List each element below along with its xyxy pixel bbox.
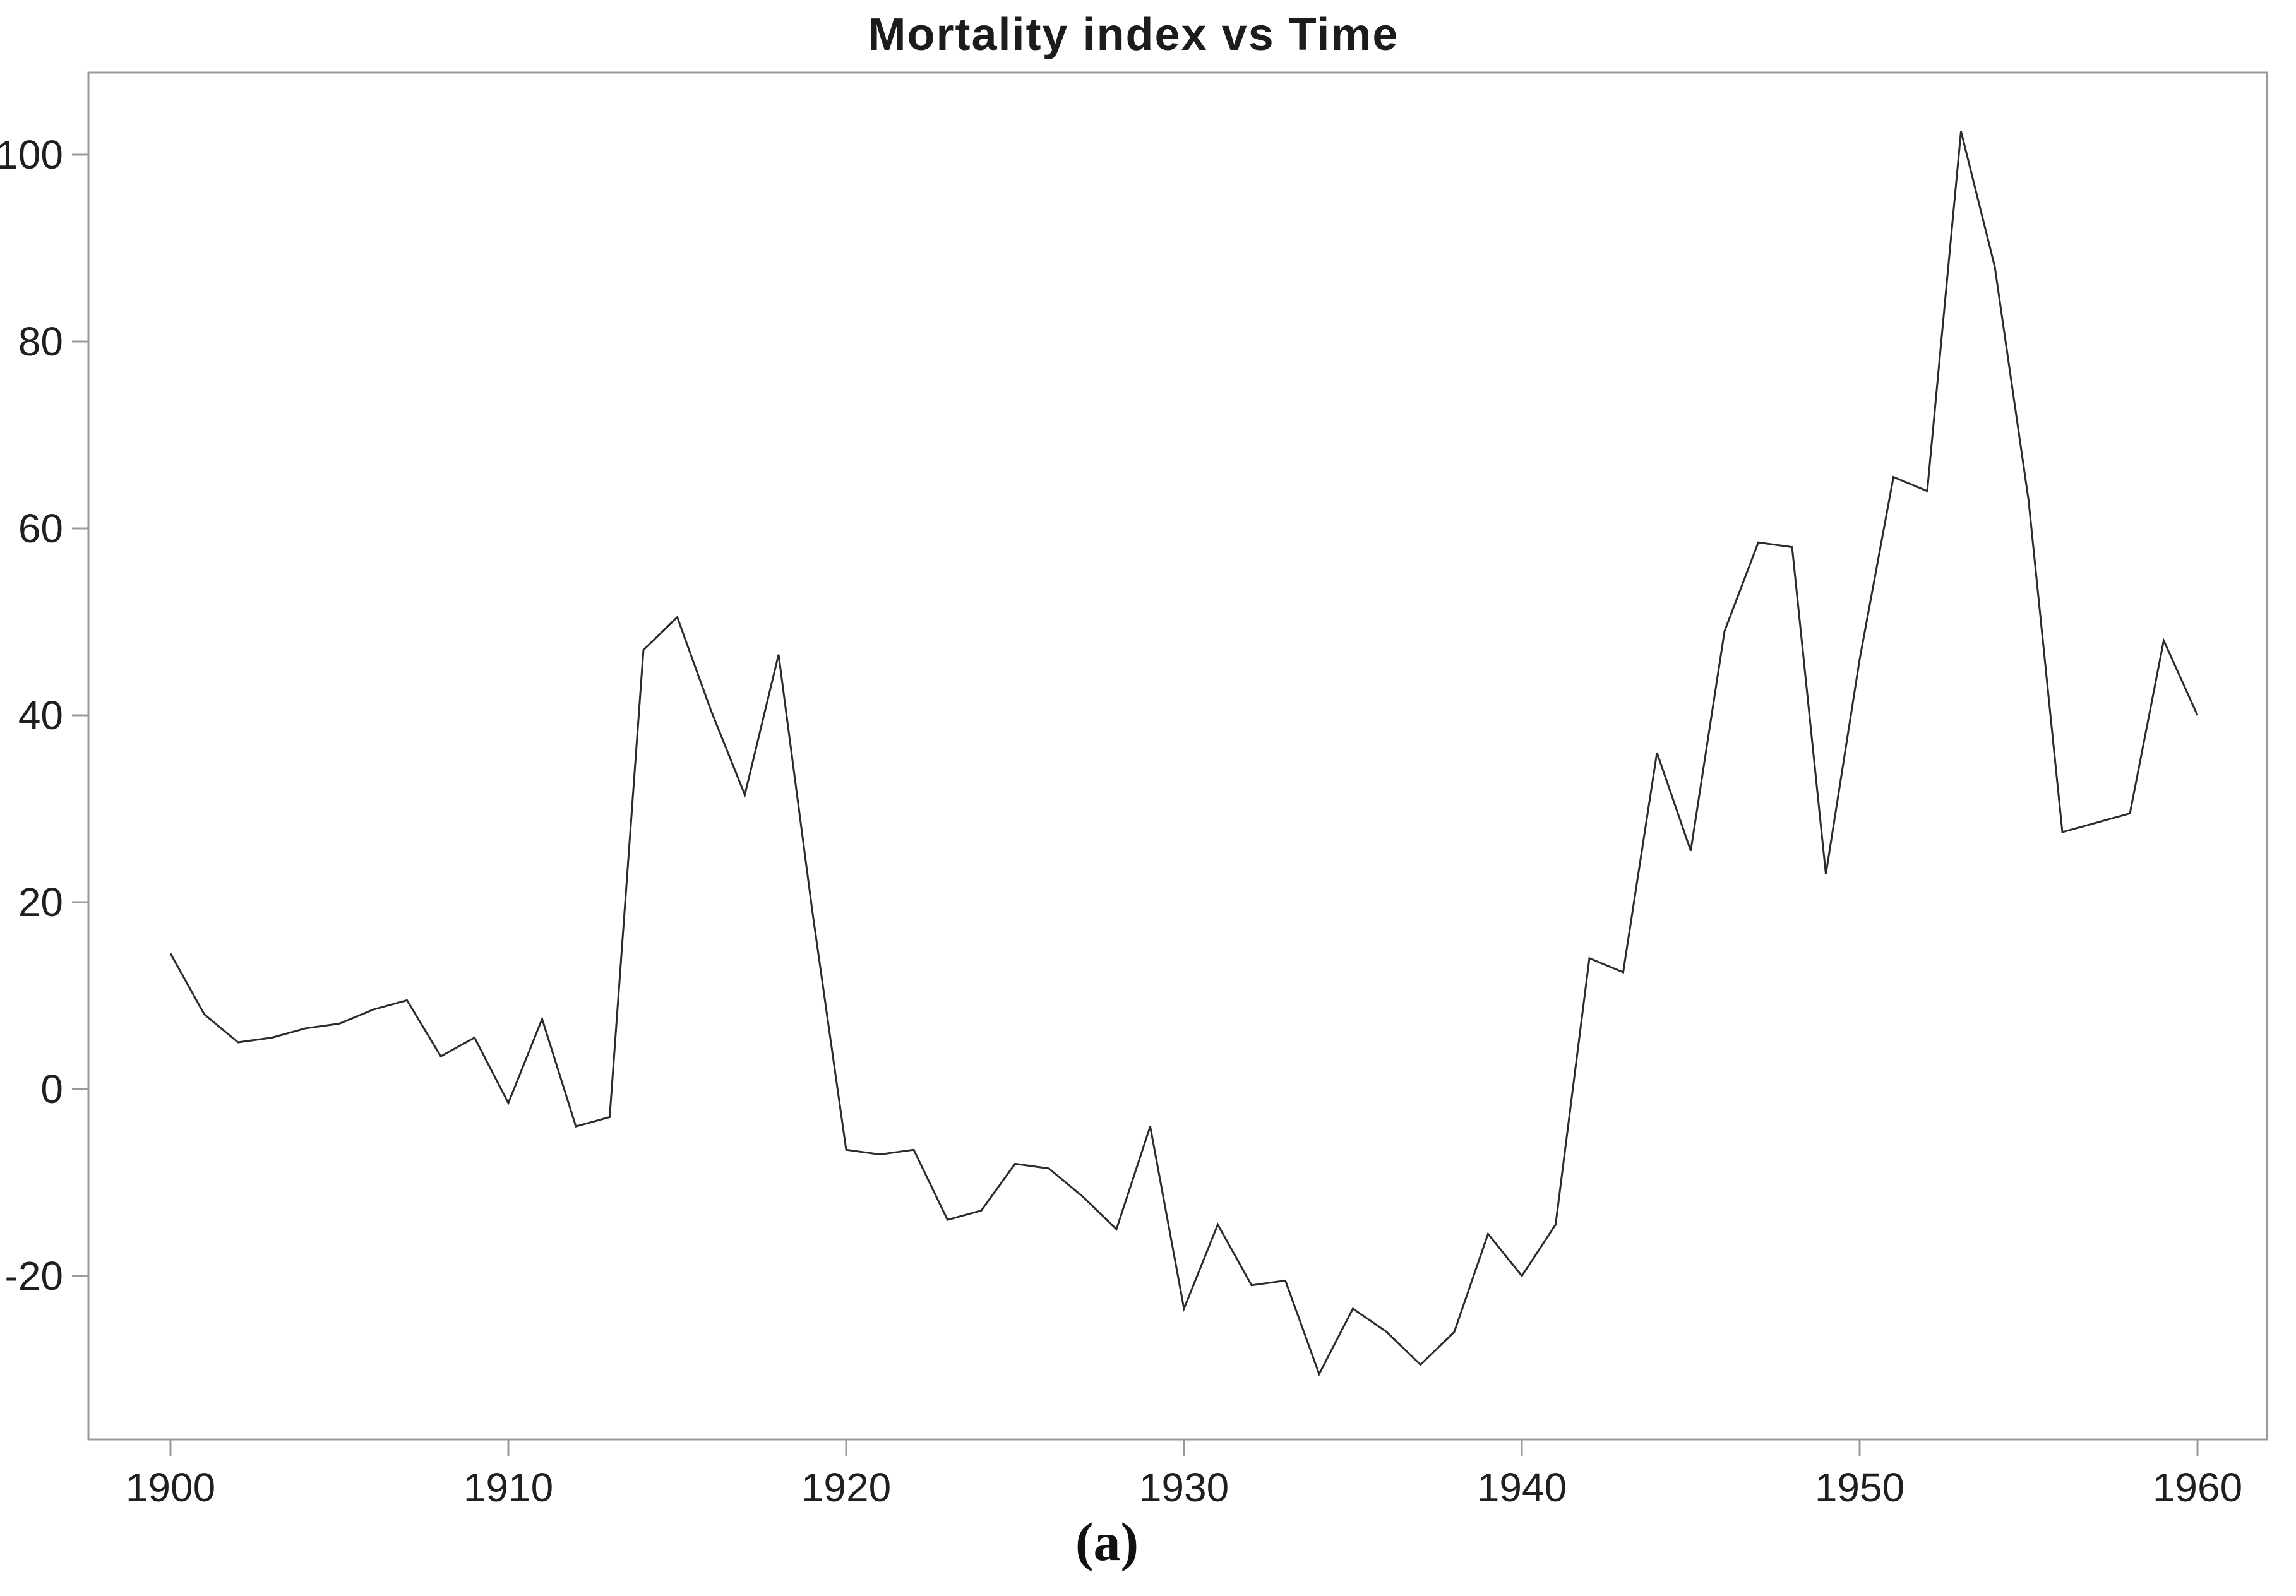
- y-tick-label: 20: [18, 879, 63, 925]
- y-tick-label: 0: [40, 1066, 63, 1112]
- subfigure-caption: (a): [1075, 1511, 1139, 1572]
- y-axis-ticks: 100 80 60 40 20 0 -20: [0, 132, 88, 1299]
- x-tick-label: 1940: [1477, 1465, 1567, 1510]
- x-tick-label: 1960: [2153, 1465, 2242, 1510]
- y-tick-label: -20: [5, 1253, 64, 1299]
- y-tick-label: 40: [18, 693, 63, 738]
- plot-frame: [87, 71, 2268, 1441]
- y-tick-label: 100: [0, 132, 63, 177]
- y-tick-label: 60: [18, 506, 63, 551]
- x-tick-label: 1900: [126, 1465, 215, 1510]
- mortality-index-line: [169, 131, 2199, 1377]
- x-tick-label: 1950: [1815, 1465, 1904, 1510]
- chart-title: Mortality index vs Time: [868, 9, 1399, 60]
- x-tick-label: 1910: [463, 1465, 553, 1510]
- y-tick-label: 80: [18, 319, 63, 364]
- mortality-line-series: [169, 131, 2199, 1377]
- x-axis-ticks: 1900 1910 1920 1930 1940 1950 1960: [126, 1439, 2242, 1510]
- x-tick-label: 1920: [801, 1465, 891, 1510]
- plot-border: [87, 71, 2268, 1441]
- x-tick-label: 1930: [1139, 1465, 1229, 1510]
